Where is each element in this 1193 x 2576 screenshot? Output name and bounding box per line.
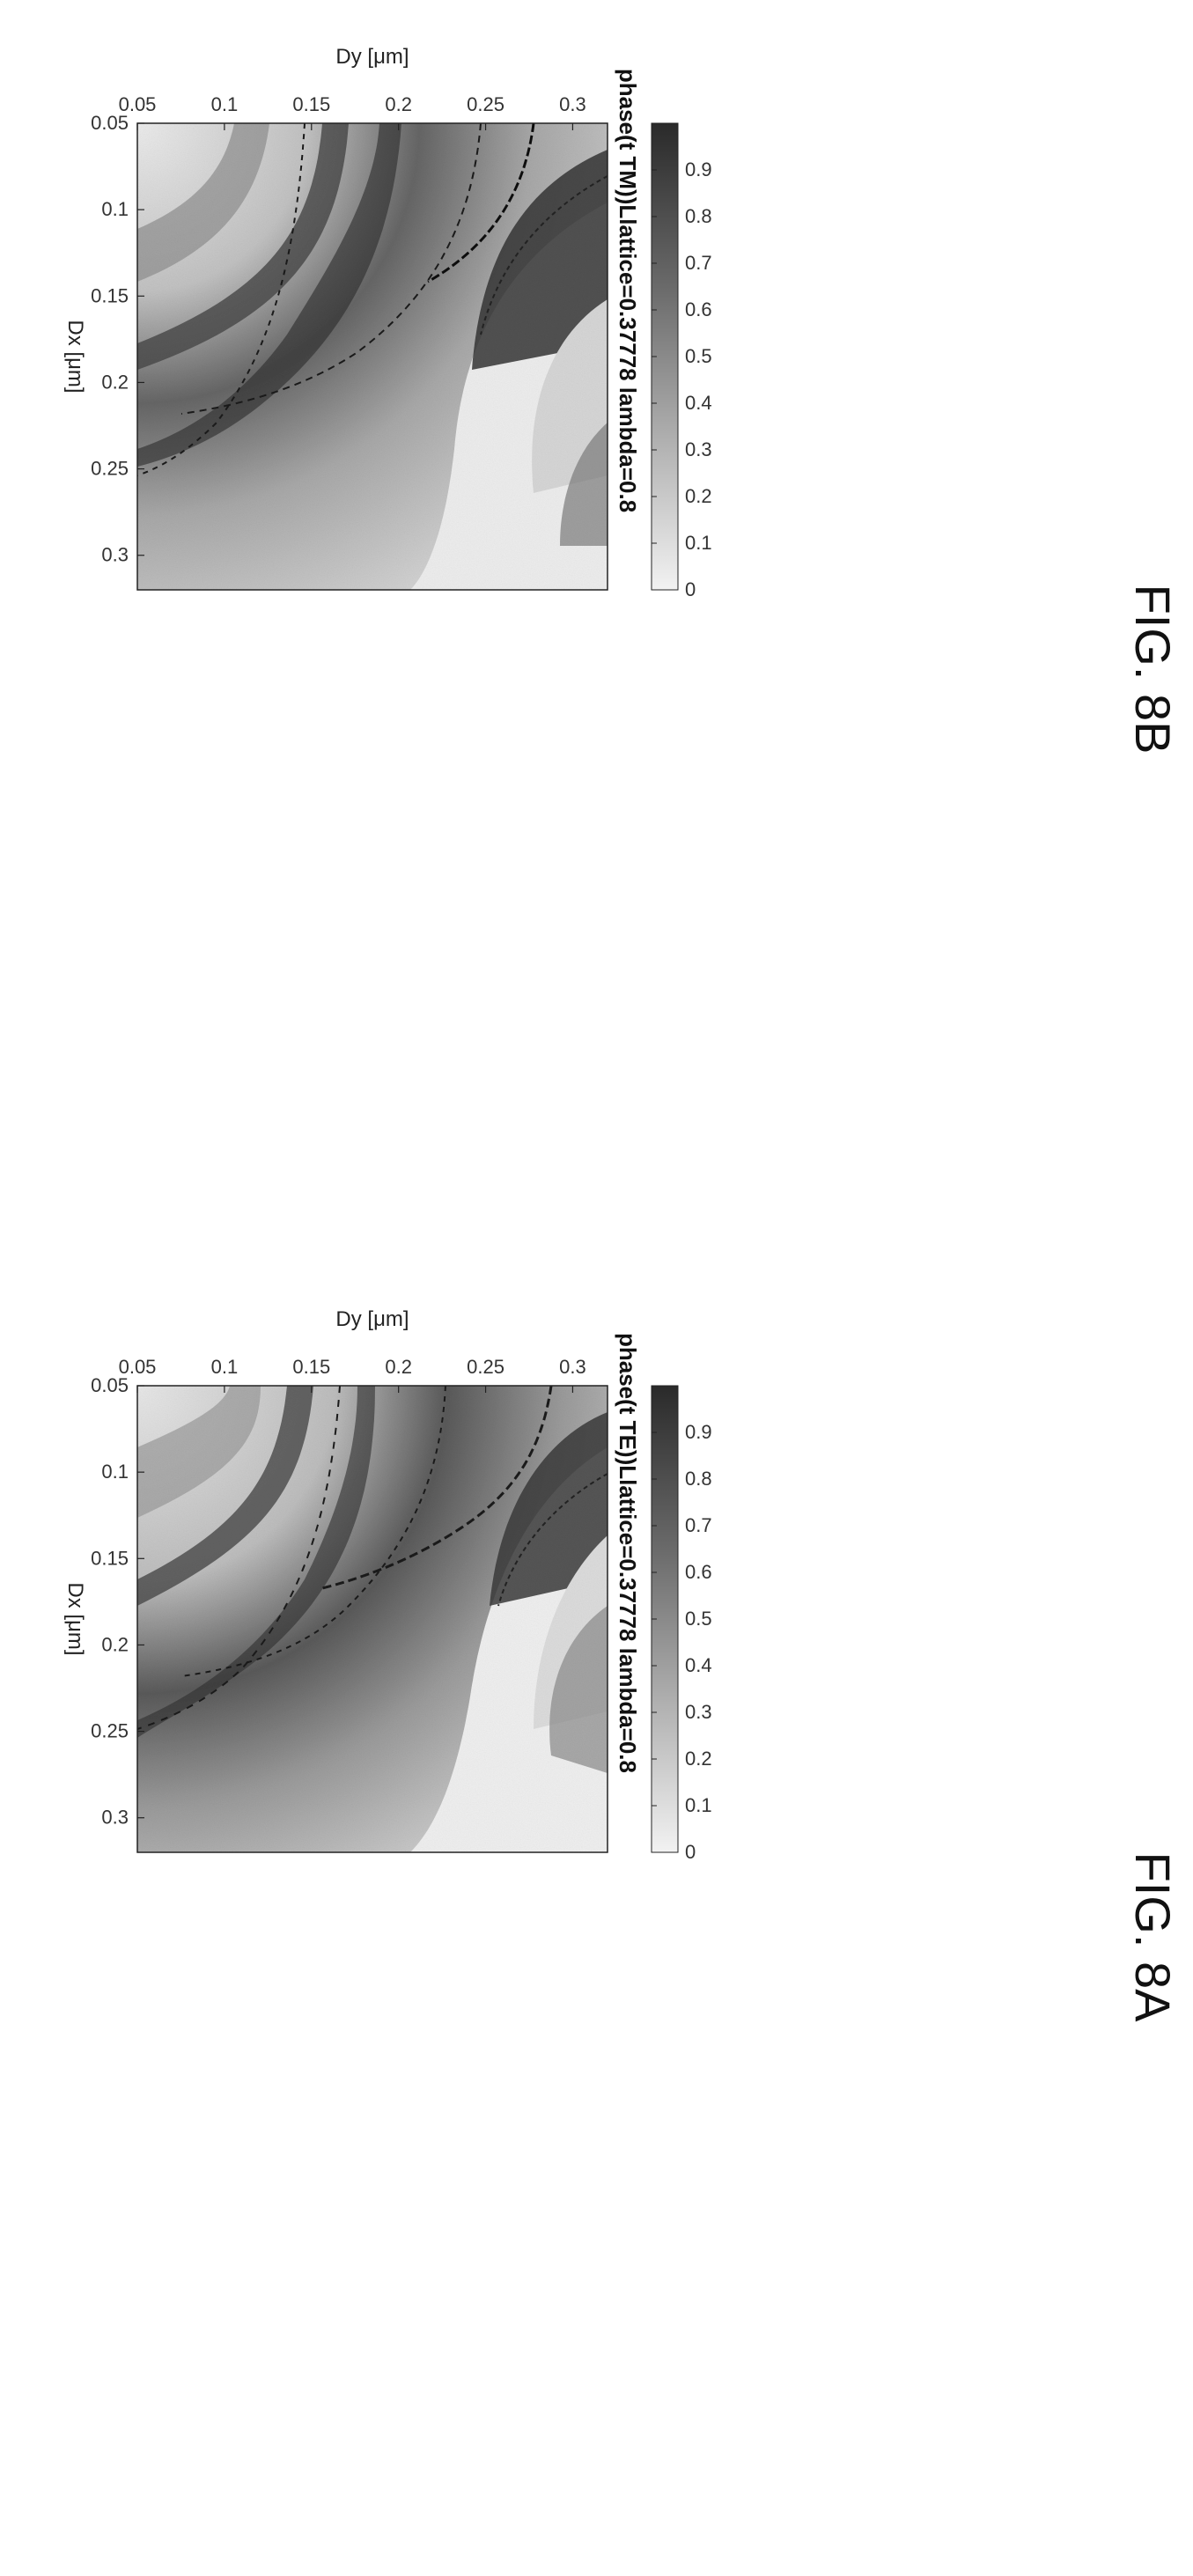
colorbar-tick-label: 0.8: [685, 205, 712, 227]
colorbar-tick-label: 0.1: [685, 1794, 712, 1816]
colorbar-tick-label: 0.1: [685, 532, 712, 554]
x-tick-label: 0.3: [101, 1807, 129, 1829]
colorbar-tick-label: 0.5: [685, 345, 712, 367]
y-tick-label: 0.25: [467, 1356, 504, 1378]
y-axis-ticks: 0.05 0.1 0.15 0.2 0.25 0.3: [119, 1356, 586, 1393]
chart-title: phase(t TE))Llattice=0.37778 lambda=0.8: [615, 1333, 641, 1773]
colorbar-tick-label: 0.8: [685, 1468, 712, 1490]
colorbar-tick-label: 0.7: [685, 252, 712, 274]
y-tick-label: 0.05: [119, 93, 157, 115]
y-axis-label: Dy [μm]: [335, 45, 409, 69]
x-axis-ticks: 0.05 0.1 0.15 0.2 0.25 0.3: [91, 1374, 144, 1829]
x-tick-label: 0.1: [101, 198, 129, 220]
x-tick-label: 0.05: [91, 112, 129, 134]
colorbar-tick-label: 0.7: [685, 1514, 712, 1536]
y-tick-label: 0.2: [385, 93, 412, 115]
x-tick-label: 0.05: [91, 1374, 129, 1396]
heatmap-plot-area: [136, 122, 608, 590]
chart-8b: phase(t TM))Llattice=0.37778 lambda=0.8 …: [63, 45, 712, 600]
chart-8a: phase(t TE))Llattice=0.37778 lambda=0.8 …: [63, 1307, 712, 1863]
plot-frame: [136, 122, 608, 591]
colorbar-tick-label: 0.4: [685, 392, 712, 414]
y-tick-label: 0.15: [292, 1356, 330, 1378]
figure-label-8b: FIG. 8B: [1125, 585, 1181, 754]
colorbar-tick-label: 0.9: [685, 1421, 712, 1443]
y-tick-label: 0.2: [385, 1356, 412, 1378]
y-axis-label: Dy [μm]: [335, 1307, 409, 1331]
y-tick-label: 0.3: [559, 1356, 586, 1378]
colorbar-tick-label: 0.3: [685, 1701, 712, 1723]
x-axis-label: Dx [μm]: [63, 1582, 87, 1655]
colorbar-tick-label: 0: [685, 1841, 696, 1863]
y-tick-label: 0.1: [211, 1356, 239, 1378]
plot-frame: [136, 1385, 608, 1853]
colorbar-tick-label: 0: [685, 578, 696, 600]
colorbar-tick-label: 0.6: [685, 1561, 712, 1583]
y-tick-label: 0.25: [467, 93, 504, 115]
chart-title: phase(t TM))Llattice=0.37778 lambda=0.8: [615, 69, 641, 512]
y-tick-label: 0.05: [119, 1356, 157, 1378]
x-tick-label: 0.3: [101, 544, 129, 566]
x-axis-ticks: 0.05 0.1 0.15 0.2 0.25 0.3: [91, 112, 144, 566]
y-tick-label: 0.15: [292, 93, 330, 115]
colorbar-ticks: 0 0.1 0.2 0.3 0.4 0.5 0.6 0.7 0.8 0.9: [652, 158, 712, 600]
y-tick-label: 0.3: [559, 93, 586, 115]
colorbar-ticks: 0 0.1 0.2 0.3 0.4 0.5 0.6 0.7 0.8 0.9: [652, 1421, 712, 1863]
x-tick-label: 0.1: [101, 1461, 129, 1483]
colorbar-tick-label: 0.9: [685, 158, 712, 180]
y-axis-ticks: 0.05 0.1 0.15 0.2 0.25 0.3: [119, 93, 586, 130]
colorbar-tick-label: 0.3: [685, 438, 712, 460]
x-tick-label: 0.15: [91, 1547, 129, 1569]
colorbar-tick-label: 0.4: [685, 1654, 712, 1676]
x-tick-label: 0.25: [91, 458, 129, 480]
colorbar-tick-label: 0.5: [685, 1608, 712, 1630]
colorbar-tick-label: 0.6: [685, 298, 712, 320]
x-tick-label: 0.2: [101, 371, 129, 393]
x-tick-label: 0.2: [101, 1633, 129, 1655]
x-tick-label: 0.15: [91, 284, 129, 306]
y-tick-label: 0.1: [211, 93, 239, 115]
x-axis-label: Dx [μm]: [63, 320, 87, 393]
colorbar-tick-label: 0.2: [685, 1748, 712, 1770]
heatmap-plot-area: [136, 1385, 608, 1852]
colorbar-tick-label: 0.2: [685, 485, 712, 507]
figure-label-8a: FIG. 8A: [1125, 1852, 1181, 2023]
x-tick-label: 0.25: [91, 1720, 129, 1742]
